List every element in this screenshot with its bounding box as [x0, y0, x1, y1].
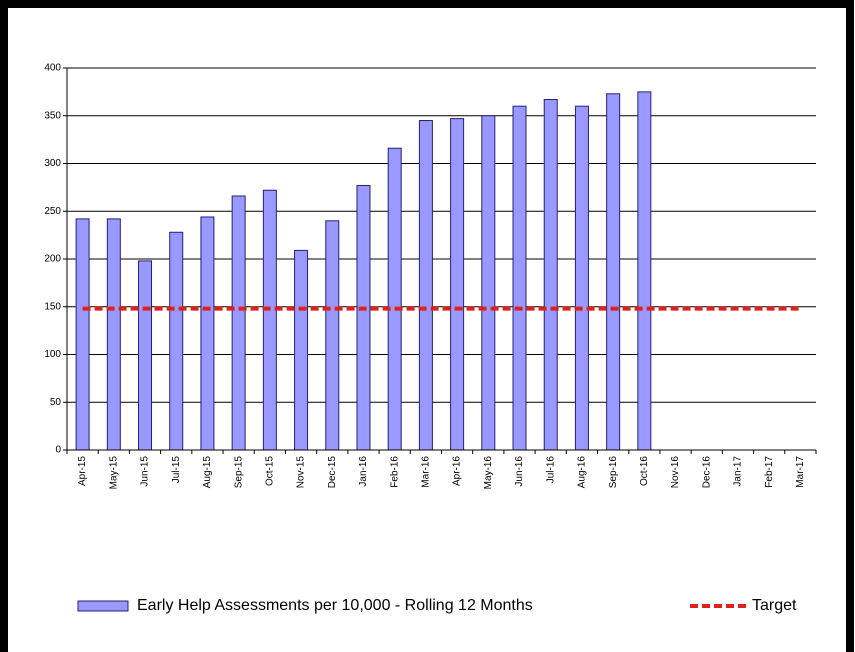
bar [574, 105, 589, 451]
x-tick-label: May-15 [108, 456, 119, 490]
bar [387, 147, 402, 451]
x-tick-label: Dec-16 [701, 456, 712, 489]
bar [356, 184, 371, 451]
x-tick-label: Jan-17 [733, 456, 744, 487]
x-tick-label: Jul-16 [545, 456, 556, 484]
bar [294, 249, 309, 451]
x-tick-label: Feb-16 [389, 456, 400, 488]
bar [138, 260, 153, 451]
bar [481, 115, 496, 451]
bar [637, 91, 652, 451]
y-tick-label: 150 [44, 301, 61, 312]
x-tick-label: Feb-17 [764, 456, 775, 488]
y-tick-label: 400 [44, 63, 61, 74]
x-tick-label: Nov-16 [670, 456, 681, 489]
bar [106, 218, 121, 451]
bar [75, 218, 90, 451]
bar [512, 105, 527, 451]
bar [543, 99, 558, 451]
y-tick-label: 300 [44, 158, 61, 169]
x-tick-label: Nov-15 [296, 456, 307, 489]
x-tick-label: Aug-16 [577, 456, 588, 489]
y-tick-label: 350 [44, 110, 61, 121]
bar [262, 189, 277, 451]
x-tick-label: Aug-15 [202, 456, 213, 489]
x-tick-label: Sep-15 [233, 456, 244, 489]
x-tick-label: Oct-15 [264, 456, 275, 486]
bar [169, 231, 184, 451]
bar [325, 220, 340, 451]
legend-label: Target [752, 597, 797, 614]
y-tick-label: 200 [44, 254, 61, 265]
legend-label: Early Help Assessments per 10,000 - Roll… [137, 597, 533, 614]
y-tick-label: 0 [55, 445, 61, 456]
y-tick-label: 50 [50, 397, 62, 408]
x-tick-label: Dec-15 [327, 456, 338, 489]
bar [200, 216, 215, 451]
x-tick-label: Sep-16 [608, 456, 619, 489]
legend-swatch [77, 600, 129, 612]
bar [418, 120, 433, 451]
x-tick-label: Apr-15 [77, 456, 88, 486]
bar [606, 93, 621, 451]
x-tick-label: Jun-15 [140, 456, 151, 487]
x-tick-label: Jun-16 [514, 456, 525, 487]
bar [450, 118, 465, 451]
y-tick-label: 250 [44, 206, 61, 217]
x-tick-label: Apr-16 [452, 456, 463, 486]
x-tick-label: Jan-16 [358, 456, 369, 487]
x-tick-label: Oct-16 [639, 456, 650, 486]
bar [231, 195, 246, 451]
y-tick-label: 100 [44, 349, 61, 360]
x-tick-label: May-16 [483, 456, 494, 490]
x-tick-label: Mar-17 [795, 456, 806, 488]
x-tick-label: Mar-16 [421, 456, 432, 488]
x-tick-label: Jul-15 [171, 456, 182, 484]
